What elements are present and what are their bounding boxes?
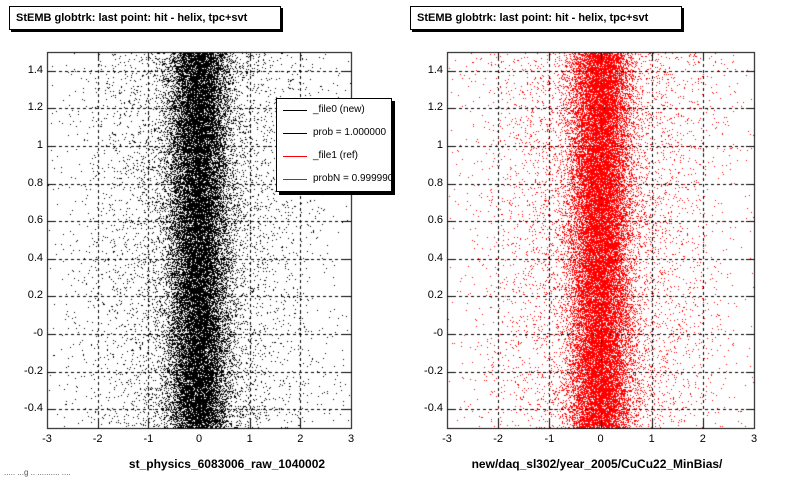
legend[interactable]: _file0 (new) prob = 1.000000 _file1 (ref…: [276, 98, 392, 192]
panel1-y-tick-label-3: 0.2: [427, 289, 443, 302]
legend-entry-file1: _file1 (ref): [277, 147, 391, 165]
legend-entry-probn: probN = 0.999990: [277, 170, 392, 188]
footnote: ..... ...g .. .......... ....: [4, 468, 71, 477]
panel0-x-tick-label-6: 3: [347, 433, 355, 445]
panel0-y-tick-label-6: 0.8: [27, 176, 43, 189]
panel1-x-tick-label-3: 0: [597, 433, 604, 445]
panel0-x-tick-label-5: 2: [297, 433, 304, 445]
legend-entry-prob: prob = 1.000000: [277, 124, 391, 142]
panel1-x-tick-label-0: -3: [442, 433, 452, 445]
panel1-y-tick-label-8: 1.2: [427, 101, 443, 114]
panel0-x-tick-label-2: -1: [143, 433, 154, 445]
panel0-y-tick-label-7: 1: [36, 139, 43, 151]
panel1-x-tick-label-2: -1: [544, 433, 555, 445]
panel0-x-tick-label-1: -2: [92, 433, 103, 445]
panel1-x-tick-label-4: 1: [648, 433, 655, 445]
panel1-y-tick-label-1: -0.2: [424, 364, 443, 377]
panel0-x-tick-label-0: -3: [42, 433, 52, 445]
panel1-x-tick-label-1: -2: [493, 433, 504, 445]
panel1-y-tick-label-0: -0.4: [424, 402, 443, 415]
legend-line-probn: [283, 179, 307, 180]
panel1-x-tick-label-6: 3: [750, 433, 758, 445]
left-x-axis-label: st_physics_6083006_raw_1040002: [128, 457, 326, 471]
panel1-y-tick-label-5: 0.6: [427, 214, 443, 227]
legend-entry-file0: _file0 (new): [277, 101, 391, 119]
panel0-y-tick-label-2: -0: [33, 327, 43, 339]
legend-label-probn: probN = 0.999990: [313, 173, 392, 184]
right-plot-title: StEMB globtrk: last point: hit - helix, …: [410, 6, 682, 30]
panel0-x-tick-label-3: 0: [195, 433, 203, 445]
left-plot-title: StEMB globtrk: last point: hit - helix, …: [9, 6, 281, 30]
panel1-y-tick-label-6: 0.8: [427, 176, 443, 189]
legend-label-file0: _file0 (new): [313, 104, 365, 115]
panel1-x-tick-label-5: 2: [699, 433, 706, 445]
panel1-y-tick-label-2: -0: [433, 327, 443, 339]
panel1-y-tick-label-9: 1.4: [427, 63, 443, 76]
legend-label-prob: prob = 1.000000: [313, 127, 387, 138]
panel0-y-tick-label-3: 0.2: [27, 289, 43, 302]
panel0-y-tick-label-0: -0.4: [24, 402, 43, 415]
legend-line-file1: [283, 156, 307, 157]
legend-line-prob: [283, 133, 307, 134]
panel0-y-tick-label-5: 0.6: [27, 214, 43, 227]
panel0-x-tick-label-4: 1: [246, 433, 253, 445]
right-x-axis-label: new/daq_sl302/year_2005/CuCu22_MinBias/: [471, 457, 723, 471]
panel0-y-tick-label-4: 0.4: [27, 251, 43, 264]
panel0-y-tick-label-9: 1.4: [27, 63, 43, 76]
panel1-y-tick-label-7: 1: [436, 139, 443, 151]
legend-label-file1: _file1 (ref): [313, 150, 359, 161]
legend-line-file0: [283, 110, 307, 111]
panel1-y-tick-label-4: 0.4: [427, 251, 443, 264]
panel0-y-tick-label-1: -0.2: [24, 364, 43, 377]
panel0-y-tick-label-8: 1.2: [27, 101, 43, 114]
